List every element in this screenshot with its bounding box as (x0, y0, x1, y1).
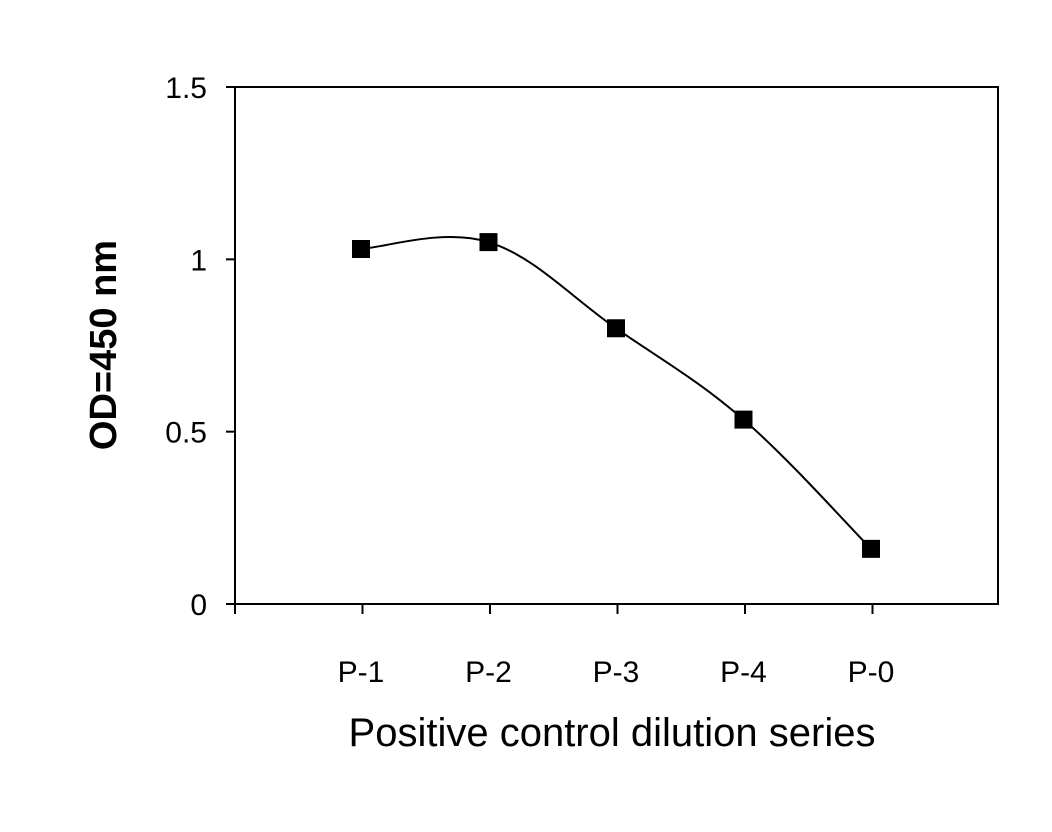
data-point-marker (862, 539, 880, 558)
series-layer (352, 233, 880, 558)
x-axis: P-1 P-2 P-3 P-4 P-0 (234, 604, 895, 689)
x-tick-label: P-3 (593, 656, 640, 689)
y-tick-label: 1 (190, 244, 207, 277)
y-tick-label: 1.5 (165, 72, 207, 105)
data-point-marker (479, 233, 498, 252)
x-axis-label: Positive control dilution series (349, 711, 876, 755)
data-point-marker (734, 410, 753, 429)
x-tick-label: P-0 (848, 656, 895, 689)
y-tick-label: 0 (190, 589, 207, 622)
x-tick-label: P-2 (465, 656, 512, 689)
y-tick-label: 0.5 (165, 417, 207, 450)
x-tick-label: P-1 (338, 656, 385, 689)
data-point-marker (352, 239, 370, 258)
y-axis: 0 0.5 1 1.5 (165, 72, 235, 622)
data-point-marker (607, 319, 625, 338)
x-tick-label: P-4 (720, 656, 767, 689)
plot-frame (234, 86, 999, 605)
series-line (360, 235, 872, 550)
y-axis-label: OD=450 nm (83, 240, 125, 450)
